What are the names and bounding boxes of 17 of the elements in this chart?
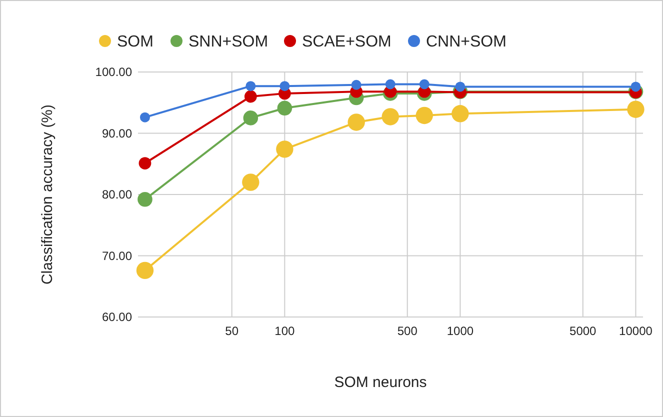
y-tick-label: 70.00 xyxy=(102,248,132,263)
y-axis-title: Classification accuracy (%) xyxy=(39,104,56,285)
y-tick-label: 100.00 xyxy=(95,65,132,80)
y-tick-label: 80.00 xyxy=(102,188,132,202)
x-tick-label: 10000 xyxy=(619,324,653,338)
legend-label: SCAE+SOM xyxy=(302,34,392,51)
x-tick-label: 100 xyxy=(274,324,296,338)
x-tick-label: 50 xyxy=(225,324,239,338)
x-axis-title: SOM neurons xyxy=(334,374,427,391)
y-tick-label: 90.00 xyxy=(102,126,132,140)
x-tick-label: 1000 xyxy=(446,324,474,338)
y-tick-label: 60.00 xyxy=(102,310,132,324)
x-tick-label: 500 xyxy=(397,324,418,338)
legend-label: SOM xyxy=(117,34,154,51)
x-tick-label: 5000 xyxy=(570,324,597,338)
legend-label: SNN+SOM xyxy=(188,34,268,51)
legend-label: CNN+SOM xyxy=(426,34,506,51)
